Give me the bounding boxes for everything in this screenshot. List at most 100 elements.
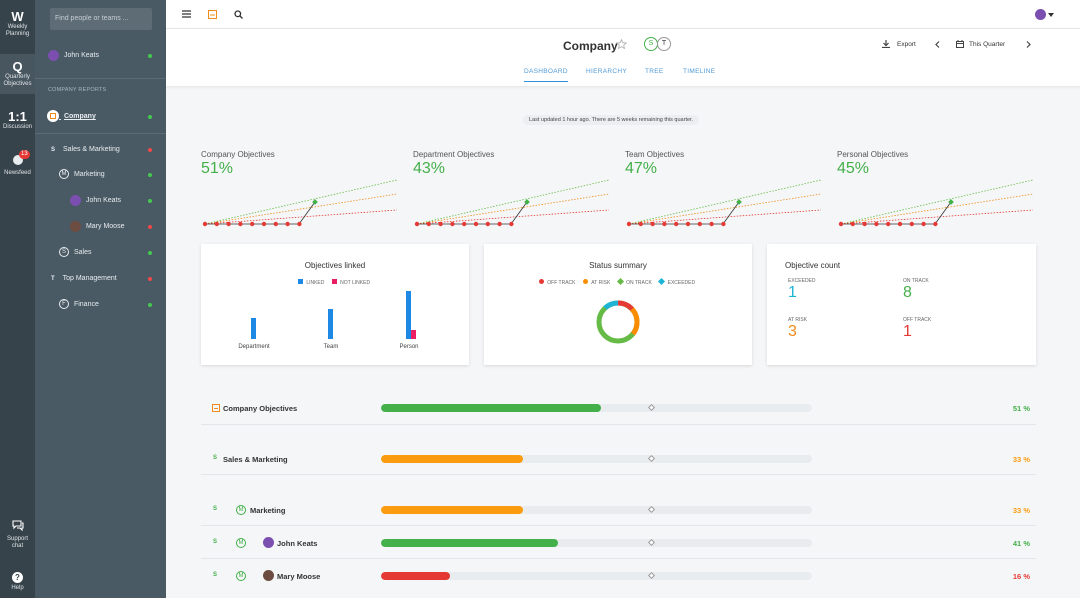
rail-discussion[interactable]: 1:1 Discussion [0, 110, 35, 131]
tab-timeline[interactable]: TIMELINE [683, 68, 716, 75]
trend-line-at-risk [628, 193, 822, 225]
row-name: John Keats [277, 539, 318, 548]
table-row[interactable]: Company Objectives 51 % [201, 392, 1036, 425]
sidebar-item-finance[interactable]: F Finance [35, 296, 166, 314]
legend-swatch [582, 279, 588, 284]
sidebar-item-mary-moose[interactable]: Mary Moose [35, 218, 166, 236]
rail-support-chat[interactable]: Support chat [0, 518, 35, 550]
trend-point [909, 221, 914, 227]
trend-point [497, 221, 502, 227]
mini-chart-title: Team Objectives [625, 150, 685, 159]
card-title: Objectives linked [304, 261, 366, 270]
search-icon[interactable] [234, 10, 243, 19]
rail-label: chat [11, 543, 24, 549]
trend-point [650, 221, 655, 227]
sidebar-user[interactable]: John Keats [35, 47, 166, 65]
trend-point [897, 221, 903, 227]
chevron-right-icon[interactable] [1026, 41, 1031, 48]
team-letter-icon: M [236, 538, 246, 548]
owner-badge[interactable]: T [657, 37, 671, 51]
trend-point [414, 221, 420, 227]
group-letter: S [51, 147, 56, 153]
count-value: 1 [788, 284, 797, 301]
table-row[interactable]: S M John Keats 41 % [201, 526, 1036, 559]
status-dot [148, 225, 152, 229]
trend-point [202, 221, 208, 227]
objectives-icon[interactable] [208, 10, 217, 19]
row-percent: 33 % [1012, 455, 1030, 464]
legend: OFF TRACK AT RISK ON TRACK EXCEEDED [484, 277, 752, 286]
trend-point [886, 221, 891, 227]
trend-current-marker [736, 199, 742, 205]
trend-current-marker [524, 199, 530, 205]
trend-line-at-risk [416, 193, 610, 225]
sidebar-item-company[interactable]: Company [35, 108, 166, 126]
chat-icon [11, 520, 24, 532]
owner-badge[interactable]: S [644, 37, 658, 51]
sidebar-user-label: John Keats [63, 52, 99, 59]
count-label: ON TRACK [903, 278, 929, 284]
sidebar-item-sales-marketing[interactable]: S Sales & Marketing [35, 141, 166, 159]
sidebar-item-top-management[interactable]: T Top Management [35, 270, 166, 288]
rail-help[interactable]: ? Help [0, 567, 35, 592]
avatar [48, 49, 59, 61]
chevron-left-icon[interactable] [935, 41, 940, 48]
tab-hierarchy[interactable]: HIERARCHY [586, 68, 627, 75]
rail-weekly-planning[interactable]: W Weekly Planning [0, 10, 35, 38]
card-title: Objective count [785, 261, 841, 270]
menu-icon[interactable] [182, 10, 191, 18]
mini-chart-percent: 45% [837, 160, 870, 177]
rail-newsfeed[interactable]: 13 Newsfeed [0, 150, 35, 177]
tab-dashboard[interactable]: DASHBOARD [524, 68, 568, 82]
group-letter: S [213, 572, 218, 578]
sidebar: Find people or teams ... John Keats COMP… [35, 0, 166, 598]
newsfeed-icon [12, 155, 23, 165]
progress-bar [381, 455, 812, 463]
trend-point [638, 221, 643, 227]
download-icon[interactable] [882, 40, 890, 48]
legend-swatch [297, 279, 303, 284]
star-icon[interactable] [616, 39, 627, 50]
trend-point [862, 221, 867, 227]
status-summary-card: Status summary OFF TRACK AT RISK ON TRAC… [484, 244, 752, 365]
sidebar-item-john-keats[interactable]: John Keats [35, 192, 166, 210]
rail-quarterly-objectives[interactable]: Q Quarterly Objectives [0, 54, 35, 94]
linked-bar-chart: Department Team Person [238, 291, 419, 350]
table-row[interactable]: S M Mary Moose 16 % [201, 559, 1036, 592]
sidebar-item-sales[interactable]: S Sales [35, 244, 166, 262]
row-name: Mary Moose [277, 572, 321, 581]
mini-chart-title: Personal Objectives [837, 150, 909, 159]
count-value: 8 [903, 284, 912, 301]
export-button[interactable]: Export [897, 41, 916, 48]
legend-swatch [538, 279, 544, 284]
period-selector[interactable]: This Quarter [969, 41, 1006, 48]
status-dot [148, 173, 152, 177]
team-letter-icon: M [59, 169, 69, 180]
user-avatar[interactable] [1035, 9, 1046, 20]
trend-point [685, 221, 691, 227]
progress-fill [381, 455, 524, 463]
tab-tree[interactable]: TREE [645, 68, 664, 75]
status-dot [148, 54, 152, 58]
rail-label: Support [6, 536, 28, 542]
trend-point [626, 221, 632, 227]
progress-fill [381, 539, 558, 547]
sidebar-item-label: Sales [73, 249, 92, 256]
row-percent: 16 % [1012, 572, 1030, 581]
trend-point [438, 221, 443, 227]
table-row[interactable]: S Sales & Marketing 33 % [201, 442, 1036, 475]
help-icon: ? [12, 572, 23, 583]
chevron-down-icon[interactable] [1048, 13, 1054, 17]
count-exceeded: EXCEEDED 1 [788, 278, 816, 302]
sidebar-item-marketing[interactable]: M Marketing [35, 166, 166, 184]
count-label: OFF TRACK [903, 317, 932, 323]
trend-point [509, 221, 514, 227]
trend-point [450, 221, 455, 227]
trend-line-off-track [840, 209, 1034, 225]
table-row[interactable]: S M Marketing 33 % [201, 493, 1036, 526]
trend-point [462, 221, 467, 227]
search-input[interactable]: Find people or teams ... [50, 8, 152, 30]
trend-point [662, 221, 667, 227]
legend-swatch [331, 279, 337, 284]
